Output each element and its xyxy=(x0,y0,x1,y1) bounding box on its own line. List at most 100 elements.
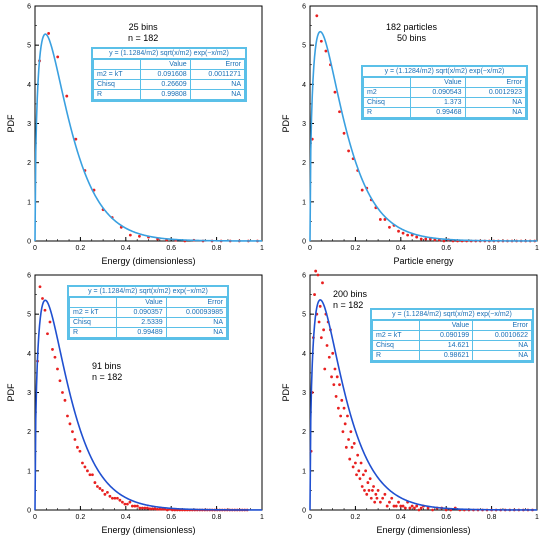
data-point xyxy=(401,504,405,508)
row-error: NA xyxy=(472,340,532,351)
x-tick-label: 1 xyxy=(535,245,539,252)
data-point xyxy=(56,367,59,371)
table-row: m2 = kT 0.090357 0.00093985 xyxy=(69,307,228,318)
data-point xyxy=(91,473,94,477)
data-point xyxy=(41,297,44,300)
data-point xyxy=(93,481,97,484)
note-line-2: n = 182 xyxy=(333,300,364,310)
data-point xyxy=(415,235,419,239)
data-point xyxy=(350,445,354,449)
data-point xyxy=(51,348,54,351)
x-tick-label: 0.2 xyxy=(76,514,86,521)
y-axis-label: PDF xyxy=(6,383,16,402)
y-tick-label: 5 xyxy=(27,312,31,319)
chart-svg: 0 0.2 0.4 0.6 0.8 1 0 1 2 3 4 5 6 Particle energy PDF xyxy=(281,4,539,267)
fit-curve xyxy=(34,33,262,242)
row-error: NA xyxy=(189,89,246,100)
row-label: m2 = kT xyxy=(93,69,141,80)
data-point xyxy=(366,481,370,484)
y-tick-label: 3 xyxy=(302,121,306,128)
row-error: 0.00093985 xyxy=(165,307,228,318)
data-point xyxy=(319,336,323,340)
x-tick-label: 0.8 xyxy=(487,245,497,252)
y-tick-label: 1 xyxy=(27,468,31,475)
data-point xyxy=(325,344,329,347)
data-point xyxy=(150,507,154,511)
row-value: 0.99468 xyxy=(410,107,466,118)
y-tick-label: 6 xyxy=(27,273,31,280)
data-point xyxy=(383,492,387,496)
data-point xyxy=(373,500,377,504)
data-point xyxy=(351,465,355,469)
note-line-1: 25 bins xyxy=(128,22,158,32)
data-point xyxy=(374,492,378,496)
y-tick-label: 0 xyxy=(302,239,306,246)
data-point xyxy=(394,504,398,508)
data-point xyxy=(316,273,320,277)
data-point xyxy=(354,461,357,465)
data-point xyxy=(332,383,336,387)
data-point xyxy=(372,485,375,488)
data-point xyxy=(344,445,348,449)
data-point xyxy=(399,504,403,508)
data-point xyxy=(364,469,368,473)
col-error: Error xyxy=(464,77,527,88)
data-point xyxy=(319,39,323,43)
table-row: R 0.99808 NA xyxy=(93,89,246,100)
bins-note: 91 bins n = 182 xyxy=(92,361,122,383)
row-value: 0.26609 xyxy=(140,79,191,90)
data-point xyxy=(76,445,79,449)
y-tick-label: 2 xyxy=(302,429,306,436)
data-point xyxy=(358,477,362,481)
data-point xyxy=(419,506,423,510)
data-point xyxy=(48,320,52,324)
data-point xyxy=(165,508,169,512)
row-error: 0.0012923 xyxy=(464,87,527,98)
data-point xyxy=(369,496,373,500)
data-point xyxy=(340,398,344,402)
data-point xyxy=(148,507,152,511)
data-point xyxy=(322,328,326,332)
data-point xyxy=(61,391,64,394)
row-error: 0.0011271 xyxy=(189,69,246,80)
x-tick-label: 0.8 xyxy=(487,514,497,521)
data-point xyxy=(128,233,132,237)
col-value: Value xyxy=(418,320,474,331)
fit-results-box: y = (1.1284/m2) sqrt(x/m2) exp(−x/m2) Va… xyxy=(91,47,247,102)
y-tick-label: 1 xyxy=(302,468,306,475)
data-point xyxy=(392,504,396,508)
x-tick-label: 0 xyxy=(308,514,312,521)
data-point xyxy=(346,414,349,418)
chart-svg: 0 0.2 0.4 0.6 0.8 1 0 1 2 3 4 5 6 Energy (dimensionle… xyxy=(6,273,264,536)
x-axis-label: Energy (dimensionless) xyxy=(376,525,470,535)
x-tick-label: 1 xyxy=(535,514,539,521)
table-row: R 0.99468 NA xyxy=(363,107,527,118)
data-point xyxy=(376,489,380,492)
x-tick-label: 0.8 xyxy=(212,245,222,252)
row-error: NA xyxy=(464,97,527,108)
data-point xyxy=(101,489,104,492)
data-point xyxy=(401,231,405,235)
x-axis-label: Energy (dimensionless) xyxy=(101,256,195,266)
y-tick-label: 2 xyxy=(27,160,31,167)
chart-panel-2: 0 0.2 0.4 0.6 0.8 1 0 1 2 3 4 5 6 Particle energy PDF … xyxy=(275,0,550,269)
y-tick-label: 4 xyxy=(27,351,31,358)
row-label: R xyxy=(372,350,420,361)
data-point xyxy=(360,485,364,488)
x-tick-label: 0 xyxy=(308,245,312,252)
data-point xyxy=(383,218,387,221)
row-value: 0.090543 xyxy=(410,87,466,98)
col-value: Value xyxy=(116,297,167,308)
chart-panel-3: 0 0.2 0.4 0.6 0.8 1 0 1 2 3 4 5 6 Energy (dimensionle… xyxy=(0,269,275,538)
data-point xyxy=(347,149,350,153)
x-tick-label: 0.4 xyxy=(396,245,406,252)
data-point xyxy=(338,383,341,387)
x-tick-label: 0.2 xyxy=(351,514,361,521)
row-error: 0.0010622 xyxy=(472,330,532,341)
y-tick-label: 4 xyxy=(302,351,306,358)
row-value: 0.99808 xyxy=(140,89,191,100)
note-line-1: 91 bins xyxy=(92,361,122,371)
data-point xyxy=(47,32,51,35)
data-point xyxy=(375,496,379,500)
row-label: R xyxy=(363,107,411,118)
